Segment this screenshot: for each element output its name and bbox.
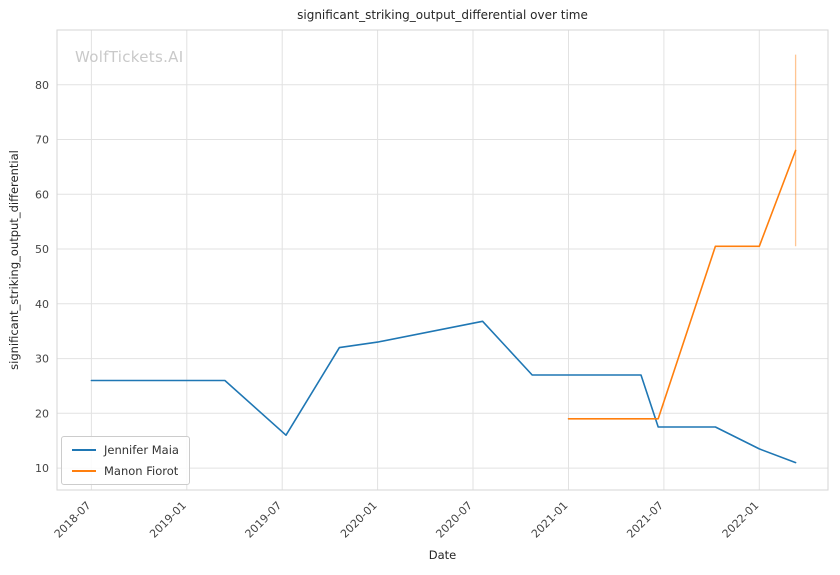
svg-text:2019-01: 2019-01 bbox=[147, 499, 189, 541]
legend-line-swatch-orange bbox=[72, 470, 96, 472]
legend-label: Manon Fiorot bbox=[104, 464, 179, 478]
svg-text:30: 30 bbox=[35, 353, 49, 366]
svg-text:60: 60 bbox=[35, 188, 49, 201]
svg-text:20: 20 bbox=[35, 407, 49, 420]
svg-text:10: 10 bbox=[35, 462, 49, 475]
svg-text:2022-01: 2022-01 bbox=[720, 499, 762, 541]
svg-text:2019-07: 2019-07 bbox=[243, 499, 285, 541]
svg-text:70: 70 bbox=[35, 134, 49, 147]
svg-text:40: 40 bbox=[35, 298, 49, 311]
chart-title: significant_striking_output_differential… bbox=[297, 8, 588, 22]
svg-text:80: 80 bbox=[35, 79, 49, 92]
x-axis-label: Date bbox=[428, 548, 457, 562]
legend: Jennifer Maia Manon Fiorot bbox=[61, 436, 190, 485]
legend-label: Jennifer Maia bbox=[104, 443, 179, 457]
svg-text:2018-07: 2018-07 bbox=[52, 499, 94, 541]
legend-item-jennifer-maia: Jennifer Maia bbox=[72, 443, 179, 457]
y-axis-label: significant_striking_output_differential bbox=[7, 150, 21, 370]
legend-line-swatch-blue bbox=[72, 449, 96, 451]
svg-text:2021-01: 2021-01 bbox=[529, 499, 571, 541]
svg-text:50: 50 bbox=[35, 243, 49, 256]
watermark: WolfTickets.AI bbox=[75, 48, 184, 66]
svg-text:2020-01: 2020-01 bbox=[338, 499, 380, 541]
legend-item-manon-fiorot: Manon Fiorot bbox=[72, 464, 179, 478]
svg-text:2021-07: 2021-07 bbox=[624, 499, 666, 541]
svg-text:2020-07: 2020-07 bbox=[433, 499, 475, 541]
